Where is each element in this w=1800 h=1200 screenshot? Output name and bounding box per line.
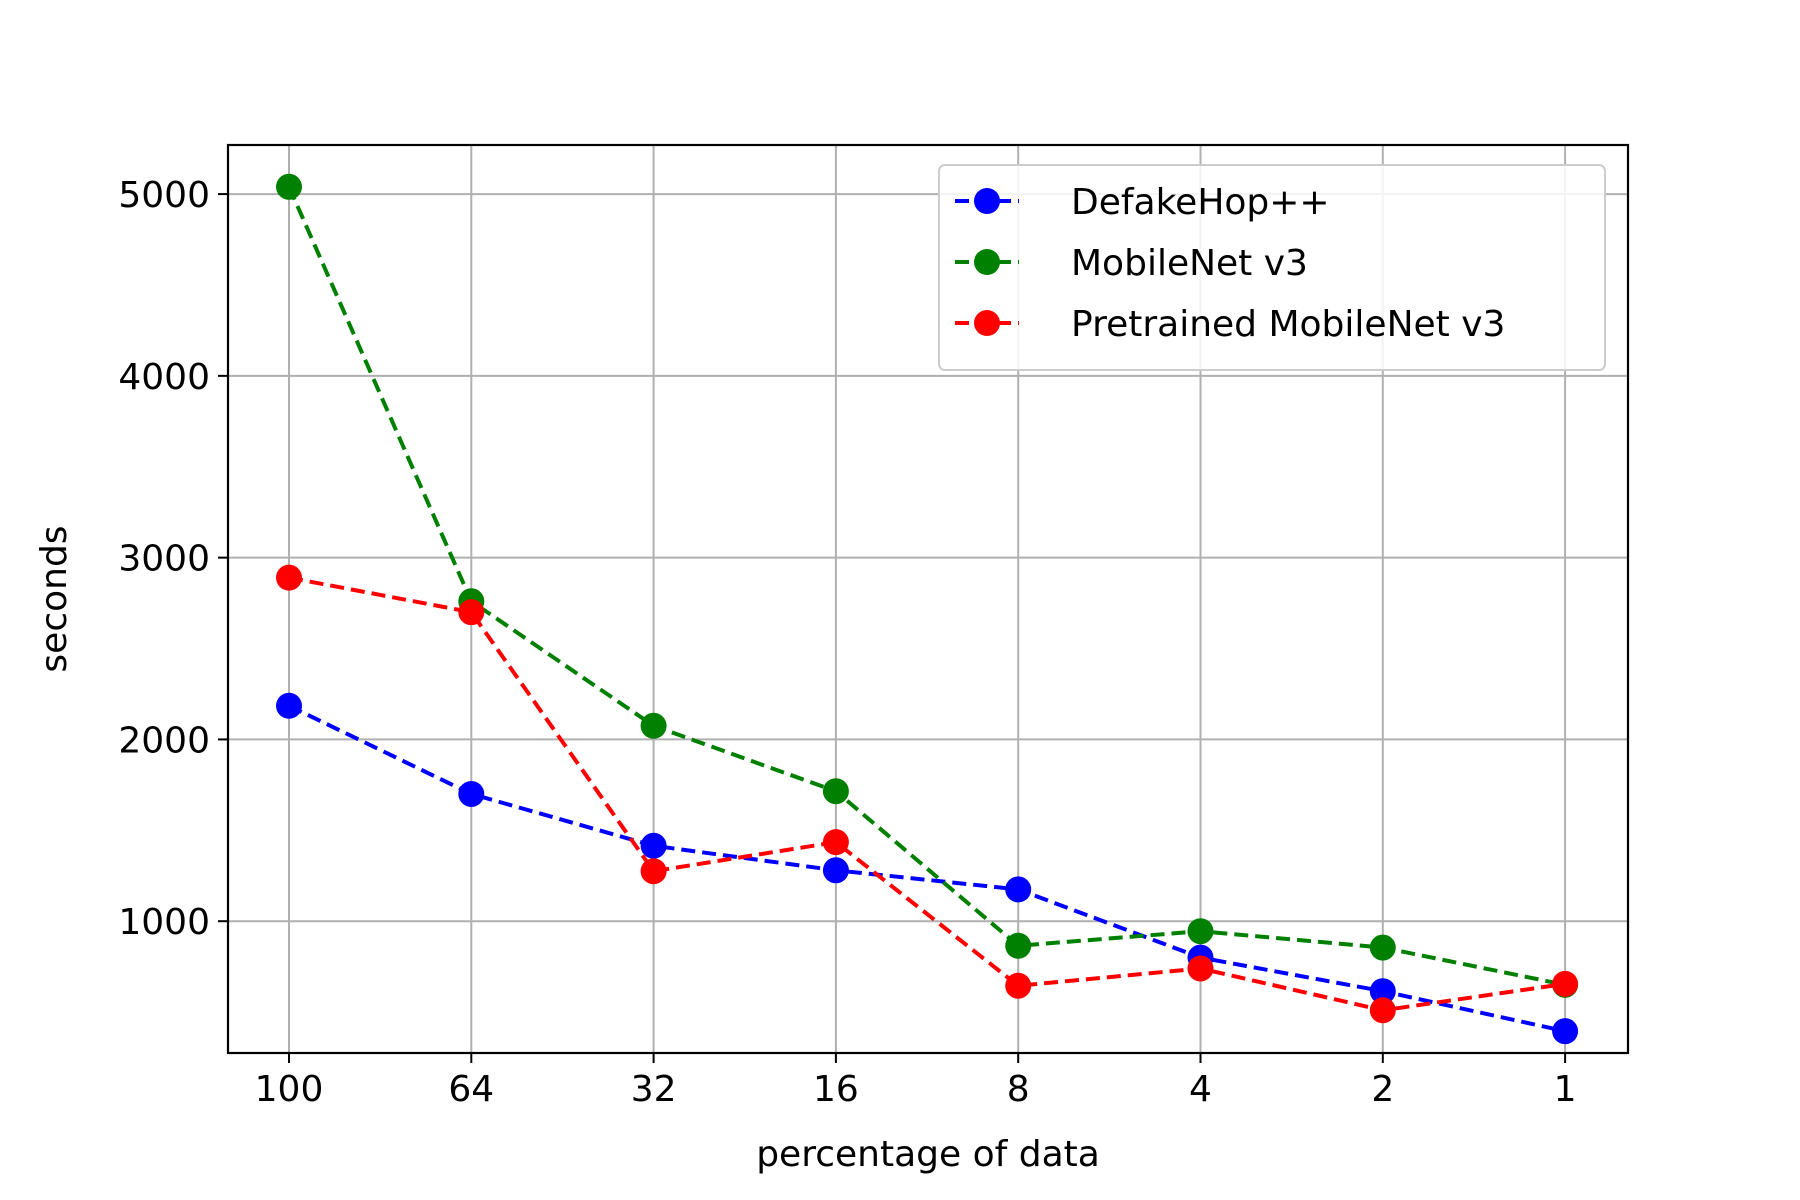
data-point (822, 778, 849, 805)
series-line (288, 575, 1566, 1013)
data-point (1369, 934, 1396, 961)
legend-label: MobileNet v3 (1071, 243, 1308, 284)
y-tick-label: 3000 (118, 539, 210, 580)
x-tick-label: 16 (813, 1069, 859, 1110)
data-point (276, 692, 302, 719)
y-tick-label: 5000 (118, 175, 210, 216)
y-axis-label: seconds (34, 525, 75, 672)
data-point (1005, 972, 1032, 999)
x-tick-label: 32 (631, 1069, 677, 1110)
legend-marker (974, 188, 1000, 214)
legend-label: DefakeHop++ (1071, 182, 1330, 223)
data-point (1369, 997, 1396, 1024)
data-point (822, 829, 849, 856)
series-group (276, 173, 1579, 1045)
series-line (287, 186, 1566, 987)
x-tick-label: 64 (448, 1069, 494, 1110)
y-tick-label: 4000 (118, 357, 210, 398)
data-point (640, 712, 667, 739)
x-axis-label: percentage of data (756, 1134, 1100, 1175)
data-point (1005, 932, 1032, 959)
data-point (458, 599, 485, 626)
x-tick-label: 2 (1371, 1069, 1394, 1110)
legend-box (938, 164, 1606, 371)
legend-marker (974, 249, 1000, 275)
data-point (822, 857, 849, 884)
data-point (1187, 918, 1214, 945)
data-point (276, 564, 302, 591)
data-point (458, 780, 485, 807)
data-point (640, 858, 667, 885)
data-point (276, 173, 302, 200)
data-point (1552, 1018, 1579, 1045)
data-point (1005, 876, 1032, 903)
legend: DefakeHop++ MobileNet v3 Pretrained Mobile… (938, 164, 1606, 371)
data-point (640, 832, 667, 859)
legend-item: DefakeHop++ (955, 182, 1330, 223)
axis-ticks: 100 64 32 16 8 4 2 1 1000 2000 3000 4000 5000 (118, 175, 1576, 1110)
legend-marker (974, 310, 1000, 336)
x-tick-label: 100 (255, 1069, 324, 1110)
x-tick-label: 8 (1007, 1069, 1030, 1110)
data-point (1552, 970, 1579, 997)
legend-label: Pretrained MobileNet v3 (1071, 304, 1505, 345)
y-tick-label: 1000 (118, 902, 210, 943)
x-tick-label: 1 (1554, 1069, 1577, 1110)
series-2 (276, 564, 1579, 1024)
series-line (288, 703, 1566, 1034)
data-point (1369, 978, 1396, 1005)
data-point (1187, 955, 1214, 982)
x-tick-label: 4 (1189, 1069, 1212, 1110)
legend-item: Pretrained MobileNet v3 (955, 304, 1505, 345)
plot-frame (226, 143, 1630, 1055)
legend-item: MobileNet v3 (955, 243, 1308, 284)
y-tick-label: 2000 (118, 720, 210, 761)
